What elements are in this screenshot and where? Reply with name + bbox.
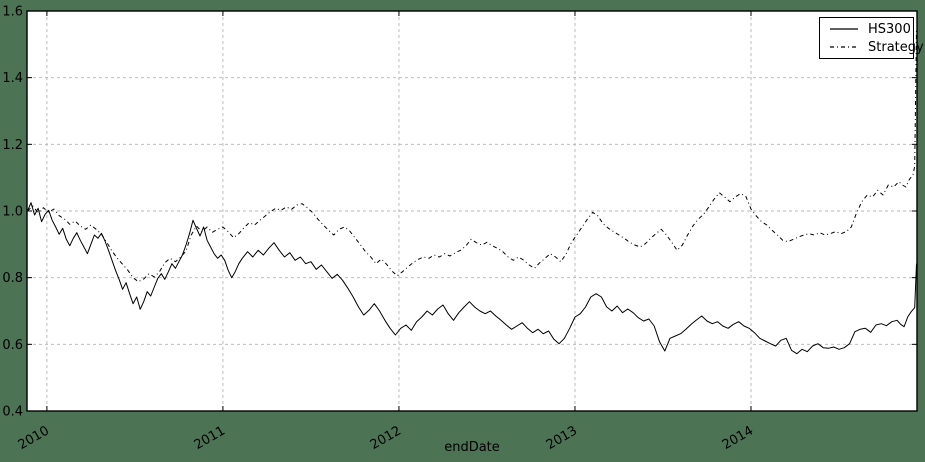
series-line-hs300 — [27, 202, 917, 355]
y-tick-label: 1.2 — [2, 138, 23, 153]
legend-label-strategy: Strategy — [868, 39, 924, 55]
axes-spines — [26, 10, 918, 412]
x-tick-label: 2011 — [192, 423, 228, 453]
x-tick-label: 2010 — [16, 423, 52, 453]
y-tick-label: 0.8 — [2, 271, 23, 286]
y-tick-label: 1.0 — [2, 205, 23, 220]
y-tick-label: 1.6 — [2, 5, 23, 20]
y-tick-label: 0.4 — [2, 405, 23, 420]
solid-line-sample-icon — [830, 28, 858, 30]
legend-entry-hs300: HS300 — [829, 20, 911, 38]
legend-entry-strategy: Strategy — [829, 38, 924, 56]
x-tick-label: 2012 — [368, 423, 404, 453]
x-tick-label: 2014 — [720, 423, 756, 453]
y-tick-label: 1.4 — [2, 71, 23, 86]
y-tick-label: 0.6 — [2, 338, 23, 353]
x-tick-label: 2013 — [544, 423, 580, 453]
x-axis-label: endDate — [444, 440, 500, 455]
legend: HS300 Strategy — [819, 17, 924, 59]
dash-dot-line-sample-icon — [830, 46, 858, 48]
legend-label-hs300: HS300 — [868, 21, 911, 37]
